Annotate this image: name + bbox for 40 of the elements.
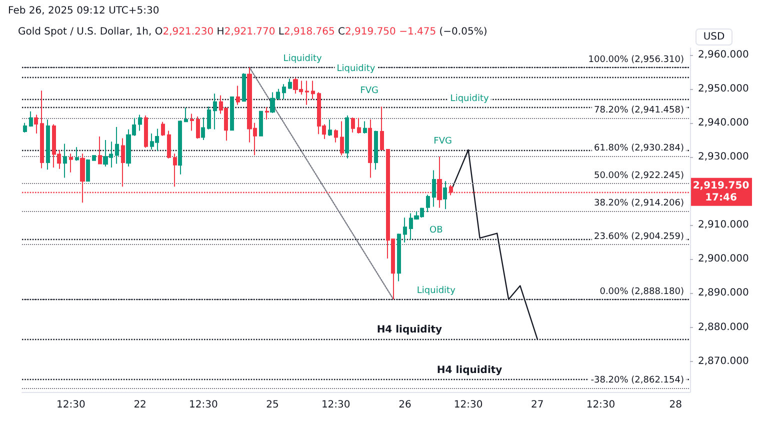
x-tick-label: 12:30 [454, 400, 483, 410]
ref-line-label: 23.60% (2,904.259) [594, 232, 684, 242]
x-tick-label: 22 [134, 400, 146, 410]
y-tick-label: 2,900.000 [698, 254, 749, 265]
y-tick-label: 2,880.000 [698, 322, 749, 333]
ref-line-label: Liquidity [336, 64, 376, 74]
ref-line-label: 50.00% (2,922.245) [594, 170, 684, 181]
x-tick-label: 12:30 [56, 400, 86, 410]
ref-line-label: 38.20% (2,914.206) [594, 198, 684, 208]
x-tick-label: 25 [266, 400, 279, 410]
ref-line-label: FVG [434, 136, 452, 146]
y-tick-label: 2,960.000 [698, 49, 749, 60]
ref-line-label: Liquidity [450, 94, 490, 104]
ref-line-label: -38.20% (2,862.154) [590, 376, 684, 386]
y-tick-label: 2,930.000 [698, 151, 749, 162]
ref-line-label: 0.00% (2,888.180) [600, 286, 684, 297]
y-axis-title: USD [703, 32, 725, 42]
y-tick-label: 2,940.000 [698, 117, 749, 128]
text: Gold Spot / U.S. Dollar, 1h, O2,921.230 H2,921.770 L2,918.765 C2,919.750 −1.475 (−0.05%) [18, 26, 488, 38]
x-tick-label: 28 [669, 400, 682, 410]
ref-line-label: H4 liquidity [436, 365, 503, 376]
y-tick-label: 2,910.000 [698, 220, 749, 231]
x-tick-label: 27 [531, 400, 544, 410]
ref-line-label: OB [430, 226, 443, 236]
ref-line-label: Liquidity [416, 286, 456, 296]
chart-title: Feb 26, 2025 09:12 UTC+5:30 [8, 6, 160, 16]
y-tick-label: 2,870.000 [698, 356, 749, 367]
ref-line-label: H4 liquidity [376, 324, 443, 336]
x-tick-label: 12:30 [321, 400, 350, 410]
y-tick-label: 2,950.000 [698, 83, 749, 94]
ref-line-label: Liquidity [283, 54, 322, 64]
ref-line-label: 2,919.750 17:46 [692, 180, 750, 204]
ref-line-label: FVG [360, 86, 379, 96]
x-tick-label: 12:30 [188, 400, 218, 410]
ref-line-label: 100.00% (2,956.310) [588, 54, 684, 65]
ref-line-label: 61.80% (2,930.284) [594, 144, 684, 154]
x-tick-label: 12:30 [586, 400, 616, 410]
y-tick-label: 2,890.000 [698, 288, 749, 299]
x-tick-label: 26 [398, 400, 412, 410]
ref-line-label: 78.20% (2,941.458) [594, 105, 684, 116]
